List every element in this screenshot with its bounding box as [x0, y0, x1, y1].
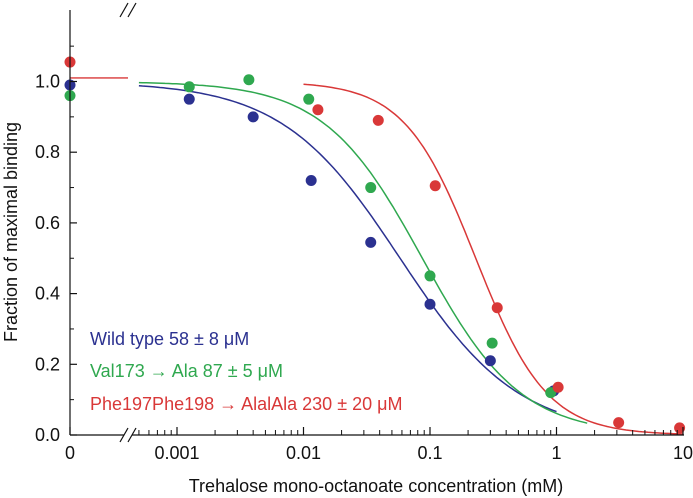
fit-curve-0: [138, 84, 557, 413]
top-axis-break-marker: [119, 2, 137, 18]
x-axis-title: Trehalose mono-octanoate concentration (…: [189, 476, 564, 496]
x-axis-ticks: 0 0.001 0.01 0.1 1 10: [65, 427, 693, 463]
y-tick-label: 0.4: [35, 284, 60, 304]
legend: Wild type 58 ± 8 μM Val173 → Ala 87 ± 5 …: [90, 329, 402, 414]
y-tick-label: 0.2: [35, 354, 60, 374]
y-tick-label: 0.0: [35, 425, 60, 445]
legend-entry-phe197phe198-alalala: Phe197Phe198 → AlalAla 230 ± 20 μM: [90, 394, 402, 414]
y-axis-title: Fraction of maximal binding: [1, 122, 21, 342]
data-point: [491, 302, 503, 314]
data-point: [305, 174, 317, 186]
data-point: [243, 74, 255, 86]
data-point: [429, 180, 441, 192]
x-tick-label: 0: [65, 443, 75, 463]
x-tick-label: 1: [551, 443, 561, 463]
data-point: [183, 81, 195, 93]
data-point: [303, 93, 315, 105]
data-point: [424, 298, 436, 310]
data-point: [372, 114, 384, 126]
data-point: [365, 182, 377, 194]
data-point: [484, 355, 496, 367]
fit-curve-2: [303, 83, 684, 435]
x-axis-break-marker: [119, 427, 137, 443]
legend-entry-wild-type: Wild type 58 ± 8 μM: [90, 329, 249, 349]
data-point: [247, 111, 259, 123]
data-point: [552, 381, 564, 393]
data-point: [613, 417, 625, 429]
x-tick-label: 10: [673, 443, 693, 463]
plot-area: [64, 56, 686, 435]
data-point: [183, 93, 195, 105]
data-point: [424, 270, 436, 282]
data-point: [312, 104, 324, 116]
fit-curve-1: [138, 81, 588, 424]
y-tick-label: 1.0: [35, 72, 60, 92]
y-tick-label: 0.8: [35, 142, 60, 162]
data-point: [365, 236, 377, 248]
x-tick-label: 0.001: [154, 443, 199, 463]
legend-entry-val173-ala: Val173 → Ala 87 ± 5 μM: [90, 361, 283, 381]
data-point: [486, 337, 498, 349]
x-tick-label: 0.01: [286, 443, 321, 463]
x-tick-label: 0.1: [417, 443, 442, 463]
y-tick-label: 0.6: [35, 213, 60, 233]
y-axis-ticks: 0.0 0.2 0.4 0.6 0.8 1.0: [35, 45, 77, 445]
